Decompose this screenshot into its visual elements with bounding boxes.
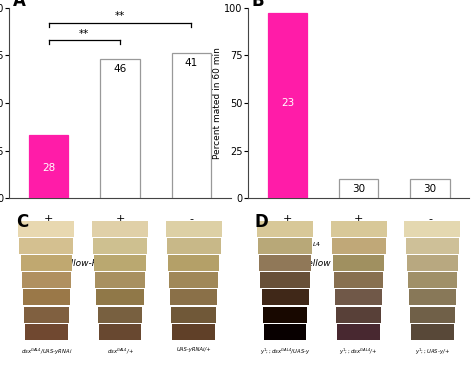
FancyBboxPatch shape (168, 255, 219, 271)
FancyBboxPatch shape (410, 306, 455, 322)
FancyBboxPatch shape (334, 272, 383, 288)
FancyBboxPatch shape (260, 272, 310, 288)
FancyBboxPatch shape (171, 306, 216, 322)
Text: 30: 30 (423, 184, 437, 194)
Text: -: - (118, 229, 122, 239)
FancyBboxPatch shape (332, 238, 386, 254)
Y-axis label: Percent mated in 60 min: Percent mated in 60 min (212, 47, 221, 159)
FancyBboxPatch shape (95, 272, 145, 288)
FancyBboxPatch shape (23, 290, 70, 305)
FancyBboxPatch shape (257, 221, 313, 237)
Text: **: ** (115, 11, 125, 21)
Bar (339, 179, 378, 198)
Text: **: ** (79, 29, 90, 39)
FancyBboxPatch shape (264, 324, 306, 340)
FancyBboxPatch shape (409, 290, 456, 305)
FancyBboxPatch shape (173, 324, 215, 340)
Bar (29, 136, 68, 198)
Text: A: A (13, 0, 26, 10)
FancyBboxPatch shape (22, 272, 71, 288)
Text: +: + (44, 229, 54, 239)
FancyBboxPatch shape (20, 255, 72, 271)
Text: +: + (354, 214, 364, 224)
FancyBboxPatch shape (97, 290, 144, 305)
Text: +: + (283, 229, 292, 239)
Bar (410, 179, 450, 198)
FancyBboxPatch shape (170, 290, 217, 305)
FancyBboxPatch shape (167, 238, 220, 254)
FancyBboxPatch shape (92, 221, 148, 237)
Text: B: B (252, 0, 264, 10)
Text: D: D (255, 213, 269, 231)
Text: +: + (187, 229, 196, 239)
FancyBboxPatch shape (98, 306, 142, 322)
Text: y1;UAS-yellow: y1;UAS-yellow (266, 259, 330, 268)
Bar (100, 59, 140, 198)
Text: $y^1;;dsx^{GAL4}$/+: $y^1;;dsx^{GAL4}$/+ (339, 347, 378, 357)
Text: -: - (189, 214, 193, 224)
FancyBboxPatch shape (408, 272, 457, 288)
FancyBboxPatch shape (337, 324, 380, 340)
Text: +: + (283, 214, 292, 224)
Text: -: - (357, 229, 361, 239)
FancyBboxPatch shape (331, 221, 387, 237)
FancyBboxPatch shape (258, 238, 312, 254)
FancyBboxPatch shape (335, 290, 382, 305)
FancyBboxPatch shape (404, 221, 460, 237)
Bar (268, 13, 307, 198)
Text: $y1;;dsx^{GAL4}$: $y1;;dsx^{GAL4}$ (266, 241, 321, 255)
Text: +: + (115, 214, 125, 224)
Text: 28: 28 (42, 163, 55, 173)
Text: 46: 46 (113, 64, 127, 74)
FancyBboxPatch shape (406, 238, 459, 254)
Text: UAS-yellow-RNAi: UAS-yellow-RNAi (38, 259, 114, 268)
FancyBboxPatch shape (169, 272, 219, 288)
FancyBboxPatch shape (407, 255, 458, 271)
Text: $y^1;;$UAS-$y$/+: $y^1;;$UAS-$y$/+ (415, 347, 450, 357)
Text: $y^1;;dsx^{GAL4}$/UAS-y: $y^1;;dsx^{GAL4}$/UAS-y (260, 347, 310, 357)
FancyBboxPatch shape (18, 221, 74, 237)
FancyBboxPatch shape (24, 306, 69, 322)
FancyBboxPatch shape (99, 324, 141, 340)
FancyBboxPatch shape (166, 221, 222, 237)
FancyBboxPatch shape (333, 255, 384, 271)
FancyBboxPatch shape (263, 306, 308, 322)
FancyBboxPatch shape (93, 238, 147, 254)
Text: 30: 30 (352, 184, 365, 194)
Text: UAS-yRNAi/+: UAS-yRNAi/+ (176, 347, 211, 352)
Text: $dsx^{GAL4}$: $dsx^{GAL4}$ (38, 241, 73, 253)
FancyBboxPatch shape (337, 306, 381, 322)
Bar (172, 54, 211, 198)
Text: -: - (428, 214, 432, 224)
FancyBboxPatch shape (25, 324, 68, 340)
FancyBboxPatch shape (259, 255, 311, 271)
Text: $dsx^{GAL4}$/UAS-yRNAi: $dsx^{GAL4}$/UAS-yRNAi (20, 347, 72, 357)
FancyBboxPatch shape (94, 255, 146, 271)
FancyBboxPatch shape (19, 238, 73, 254)
Text: +: + (44, 214, 54, 224)
Text: 41: 41 (185, 58, 198, 68)
Text: +: + (425, 229, 435, 239)
FancyBboxPatch shape (262, 290, 309, 305)
Text: $dsx^{GAL4}$/+: $dsx^{GAL4}$/+ (107, 347, 134, 356)
FancyBboxPatch shape (411, 324, 454, 340)
Text: C: C (16, 213, 28, 231)
Text: 23: 23 (281, 98, 294, 108)
